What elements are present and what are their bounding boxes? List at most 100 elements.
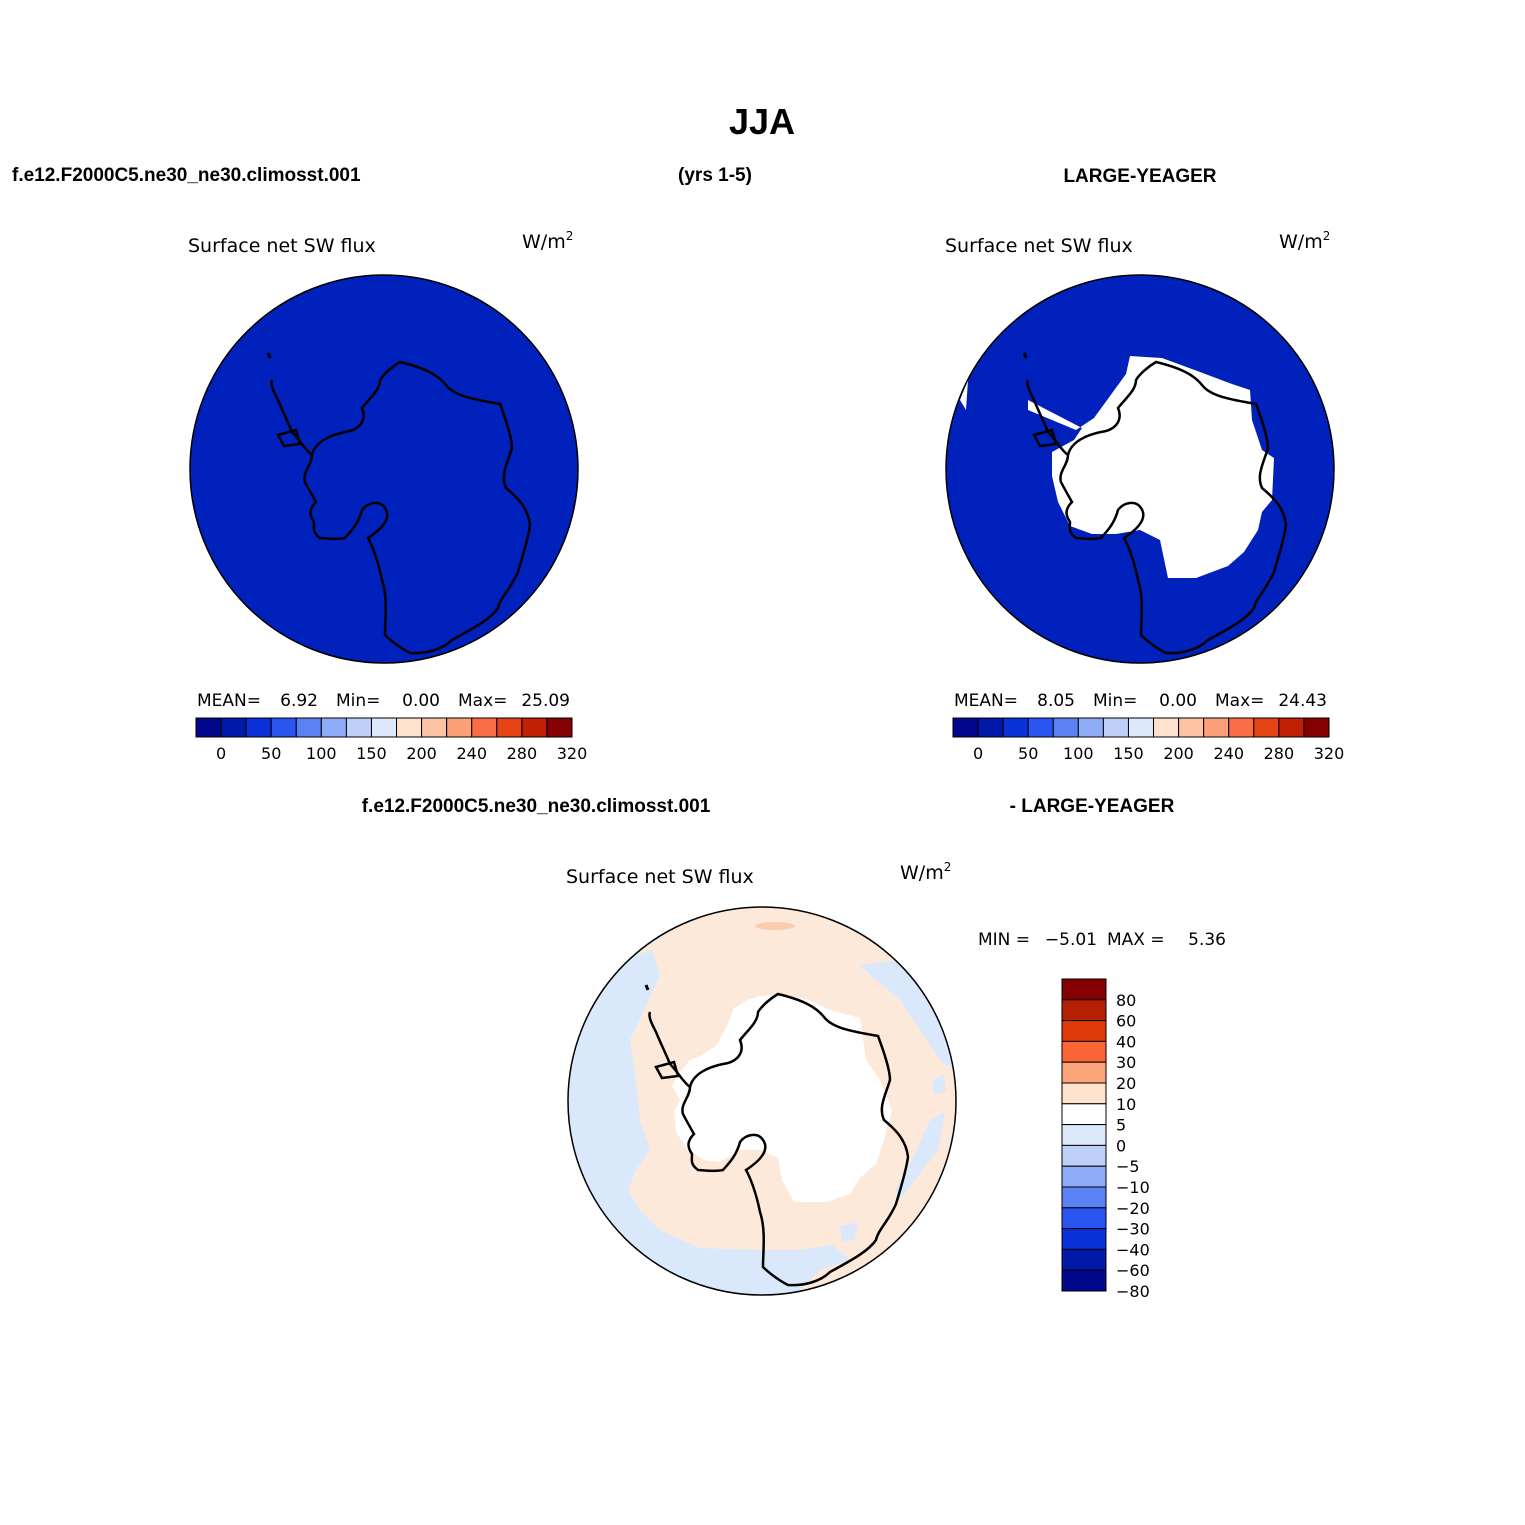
colorbar-swatch: [1061, 1165, 1107, 1188]
panel-obs-variable: Surface net SW flux: [945, 235, 1133, 257]
colorbar-tick-label: 10: [1116, 1095, 1136, 1114]
mean-label: MEAN=: [954, 691, 1018, 711]
max-label: Max=: [1215, 691, 1264, 711]
colorbar-swatch: [546, 717, 573, 738]
panel-model-variable: Surface net SW flux: [188, 235, 376, 257]
south-america-tip-outline: [194, 394, 203, 406]
min-value: 0.00: [1159, 691, 1197, 711]
no-data-region: [672, 995, 892, 1202]
colorbar-tick-label: −5: [1116, 1157, 1140, 1176]
colorbar-tick-label: −60: [1116, 1261, 1150, 1280]
colorbar-tick-label: 320: [1314, 744, 1345, 763]
map-border: [567, 906, 957, 1296]
mean-value: 8.05: [1037, 691, 1075, 711]
colorbar-tick-label: 0: [216, 744, 226, 763]
diff-title-left: f.e12.F2000C5.ne30_ne30.climosst.001: [362, 796, 711, 817]
colorbar-tick-label: −20: [1116, 1199, 1150, 1218]
colorbar-swatch: [1061, 1207, 1107, 1230]
mean-value: 6.92: [280, 691, 318, 711]
map-model: [189, 274, 579, 664]
map-diff: [567, 906, 957, 1296]
colorbar-obs: 0 50 100 150 200 240 280 320: [952, 717, 1345, 763]
panel-model-units: W/m2: [522, 229, 573, 253]
colorbar-swatch: [1061, 1228, 1107, 1250]
min-label: MIN =: [978, 930, 1030, 950]
colorbar-swatch: [345, 717, 372, 738]
min-label: Min=: [1093, 691, 1137, 711]
panel-obs: Surface net SW flux W/m2 MEAN= 8.05 Min=…: [945, 229, 1344, 763]
colorbar-tick-label: 280: [1264, 744, 1295, 763]
colorbar-swatch: [1061, 1124, 1107, 1146]
diff-negative-patch: [932, 1075, 946, 1094]
colorbar-swatch: [421, 717, 448, 738]
colorbar-tick-label: −80: [1116, 1282, 1150, 1301]
colorbar-tick-label: −10: [1116, 1178, 1150, 1197]
colorbar-tick-label: 0: [1116, 1136, 1126, 1155]
max-value: 5.36: [1188, 930, 1226, 950]
colorbar-tick-label: 0: [973, 744, 983, 763]
colorbar-swatch: [370, 717, 398, 738]
map-obs: [945, 274, 1335, 664]
colorbar-swatch: [1253, 717, 1280, 738]
colorbar-swatch: [1178, 717, 1205, 738]
colorbar-swatch: [1061, 1248, 1107, 1271]
colorbar-tick-label: 280: [507, 744, 538, 763]
colorbar-swatch: [952, 717, 979, 738]
colorbar-swatch: [1061, 1103, 1107, 1126]
max-value: 25.09: [521, 691, 570, 711]
colorbar-tick-label: 5: [1116, 1116, 1126, 1135]
colorbar-swatch: [195, 717, 222, 738]
map-border: [189, 274, 579, 664]
colorbar-tick-label: 100: [306, 744, 337, 763]
colorbar-swatch: [1061, 999, 1107, 1022]
colorbar-swatch: [396, 717, 423, 738]
colorbar-swatch: [295, 717, 322, 738]
diff-negative-region: [568, 950, 850, 1295]
diff-negative-patch: [860, 960, 952, 1070]
panel-diff: Surface net SW flux W/m2 MIN =: [566, 860, 1226, 1301]
diff-negative-patch: [895, 1112, 945, 1200]
colorbar-swatch: [1278, 717, 1305, 738]
colorbar-tick-label: 50: [1018, 744, 1038, 763]
max-label: Max=: [458, 691, 507, 711]
weddell-ice-shelf-outline: [1032, 428, 1058, 448]
map-border: [945, 274, 1335, 664]
ocean-field: [190, 275, 578, 663]
max-label: MAX =: [1107, 930, 1165, 950]
colorbar-tick-label: 60: [1116, 1012, 1136, 1031]
colorbar-swatch: [1061, 1082, 1107, 1105]
colorbar-swatch: [1061, 1186, 1107, 1209]
colorbar-swatch: [1061, 1020, 1107, 1042]
no-data-region: [1028, 356, 1274, 578]
weddell-ice-shelf-outline: [276, 428, 302, 448]
colorbar-swatch: [1002, 717, 1029, 738]
colorbar-swatch: [220, 717, 247, 738]
colorbar-swatch: [496, 717, 523, 738]
island-outline: [644, 984, 650, 991]
no-data-patch: [960, 380, 968, 410]
colorbar-tick-label: 150: [356, 744, 387, 763]
colorbar-tick-label: −40: [1116, 1240, 1150, 1259]
min-value: 0.00: [402, 691, 440, 711]
panel-diff-units: W/m2: [900, 860, 951, 884]
colorbar-swatch: [1077, 717, 1104, 738]
min-label: Min=: [336, 691, 380, 711]
colorbar-swatch: [1061, 1061, 1107, 1084]
colorbar-tick-label: 200: [1163, 744, 1194, 763]
mean-label: MEAN=: [197, 691, 261, 711]
colorbar-model: 0 50 100 150 200 240 280 320: [195, 717, 587, 763]
diff-title-right: - LARGE-YEAGER: [1010, 796, 1175, 817]
colorbar-tick-label: 240: [1213, 744, 1244, 763]
panel-obs-stats: MEAN= 8.05 Min= 0.00 Max= 24.43: [954, 691, 1327, 711]
colorbar-swatch: [471, 717, 498, 738]
colorbar-tick-label: 20: [1116, 1074, 1136, 1093]
colorbar-swatch: [270, 717, 297, 738]
colorbar-tick-label: 200: [406, 744, 437, 763]
colorbar-swatch: [1061, 1144, 1107, 1167]
colorbar-swatch: [1127, 717, 1155, 738]
panel-model-stats: MEAN= 6.92 Min= 0.00 Max= 25.09: [197, 691, 570, 711]
colorbar-swatch: [1228, 717, 1255, 738]
colorbar-swatch: [1061, 1269, 1107, 1292]
colorbar-swatch: [1061, 1040, 1107, 1063]
